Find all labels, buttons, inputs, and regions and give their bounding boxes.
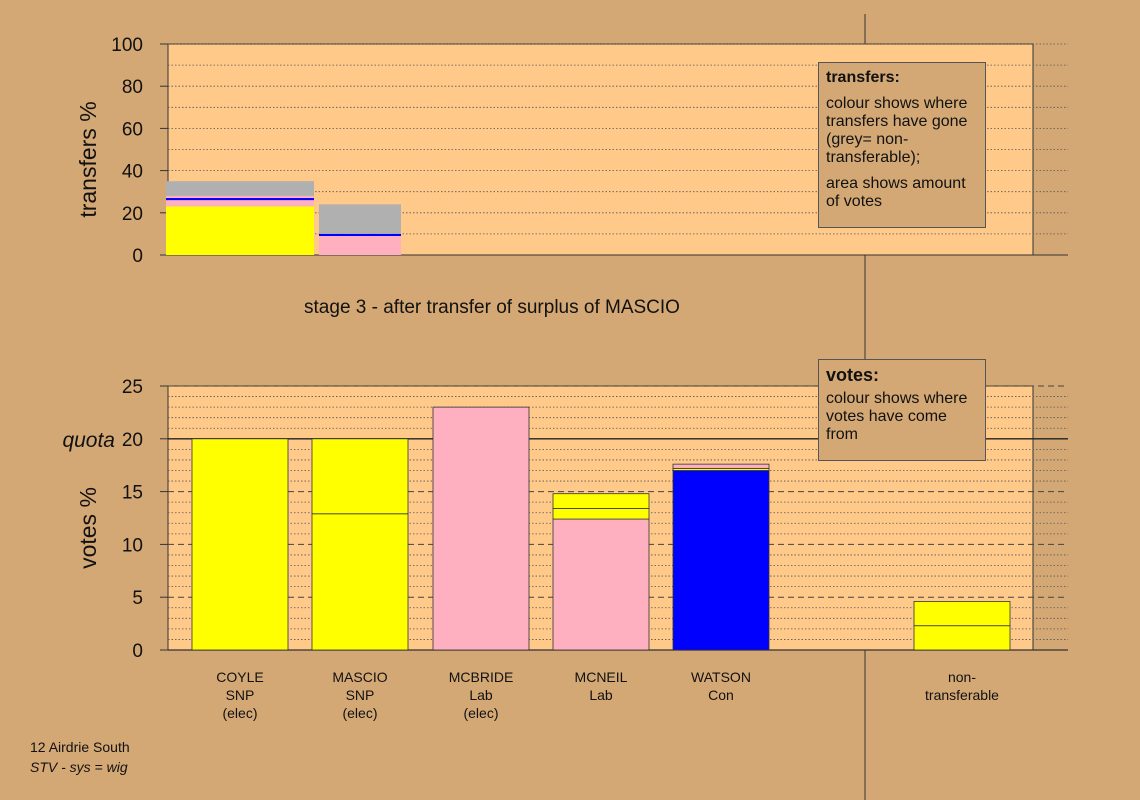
transfer-bar-2-segment [319,233,401,237]
transfers-y-tick-label: 20 [122,204,143,225]
transfer-bar-2-segment [319,204,401,234]
votes-legend: votes: colour shows where votes have com… [818,359,986,461]
vote-bar-2-segment [311,438,409,515]
votes-y-tick-label: 15 [122,483,143,504]
vote-bar-4-segment [552,508,650,520]
transfer-bar-1-segment [166,206,314,255]
quota-label: quota [62,429,115,452]
stage-title: stage 3 - after transfer of surplus of M… [304,297,680,318]
transfers-y-tick-label: 60 [122,119,143,140]
candidate-label: MCNEIL [575,669,628,685]
candidate-label: Con [708,687,734,703]
transfers-y-tick-label: 100 [111,35,143,56]
candidate-label: MASCIO [332,669,387,685]
transfer-bar-1-segment [166,181,314,196]
transfers-legend: transfers: colour shows where transfers … [818,62,986,228]
transfer-bar-1-segment [166,195,314,199]
vote-bar-6-segment [913,625,1011,651]
candidate-label: non- [948,669,976,685]
votes-y-tick-label: 0 [132,641,143,662]
vote-bar-5-segment [672,470,770,651]
candidate-label: transferable [925,687,999,703]
transfers-legend-colour-text: colour shows where transfers have gone (… [826,95,968,166]
transfer-bar-2-segment [319,236,401,255]
vote-bar-6-segment [913,601,1011,627]
transfer-bar-1-segment [166,200,314,207]
votes-y-tick-label: 5 [132,588,143,609]
transfers-legend-title: transfers: [826,69,900,86]
transfers-y-tick-label: 0 [132,246,143,267]
candidate-label: Lab [589,687,613,703]
candidate-label: (elec) [342,705,377,721]
votes-y-tick-label: 20 [122,430,143,451]
voting-system: STV - sys = wig [30,759,128,775]
transfers-y-tick-label: 40 [122,162,143,183]
transfer-bar-1-segment [166,198,314,201]
votes-legend-title: votes: [826,365,880,385]
votes-y-tick-label: 25 [122,377,143,398]
transfers-y-tick-label: 80 [122,77,143,98]
vote-bar-2-segment [311,513,409,651]
candidate-label: Lab [469,687,493,703]
transfers-legend-area-text: area shows amount of votes [826,175,966,210]
candidate-label: SNP [226,687,255,703]
vote-bar-4-segment [552,493,650,509]
candidate-label: MCBRIDE [449,669,514,685]
votes-legend-colour-text: colour shows where votes have come from [826,390,968,443]
transfers-y-axis-label: transfers % [75,101,101,217]
footer: 12 Airdrie South STV - sys = wig [30,737,130,777]
ward-name: 12 Airdrie South [30,739,130,755]
vote-bar-4-segment [552,518,650,651]
vote-bar-1-segment [191,438,289,651]
vote-bar-5-segment [672,463,770,469]
candidate-label: (elec) [222,705,257,721]
candidate-label: SNP [346,687,375,703]
vote-bar-3-segment [432,406,530,651]
votes-y-axis-label: votes % [75,487,101,569]
candidate-label: COYLE [216,669,263,685]
votes-y-tick-label: 10 [122,535,143,556]
candidate-label: WATSON [691,669,751,685]
candidate-label: (elec) [463,705,498,721]
